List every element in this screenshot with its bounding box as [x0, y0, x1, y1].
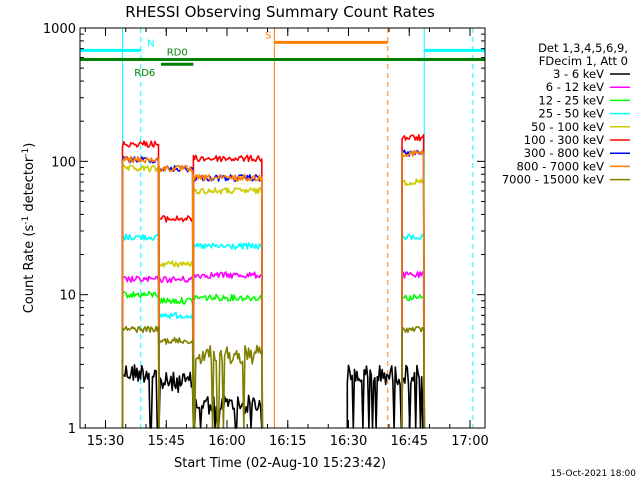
- series-2-segment-3: [401, 294, 426, 429]
- x-tick-label-6: 17:00: [451, 434, 488, 449]
- x-tick-label-1: 15:45: [148, 434, 185, 449]
- y-tick-label-1: 10: [59, 289, 76, 304]
- y-axis-label-sup1: -1: [21, 216, 31, 225]
- y-axis-label-part1: Count Rate (s: [22, 225, 37, 314]
- y-axis-label-part2: detector: [22, 156, 37, 216]
- series-4-segment-2: [192, 187, 264, 429]
- legend-label-3: 25 - 50 keV: [538, 107, 604, 121]
- flag-label-s: S: [265, 30, 271, 41]
- legend-label-0: 3 - 6 keV: [553, 67, 604, 81]
- x-tick-label-0: 15:30: [87, 434, 124, 449]
- series-3-segment-2: [192, 242, 264, 429]
- plot-frame: [79, 27, 486, 429]
- series-5-segment-2: [192, 154, 264, 429]
- series-1-segment-1: [158, 275, 195, 429]
- series-0-segment-1: [158, 371, 195, 429]
- series-5-segment-3: [401, 133, 426, 429]
- series-7-segment-2: [192, 174, 264, 429]
- flag-label-n: N: [147, 38, 154, 49]
- legend-label-8: 7000 - 15000 keV: [502, 173, 604, 187]
- x-tick-label-4: 16:30: [330, 434, 367, 449]
- series-8-segment-1: [158, 336, 195, 429]
- plot-area: N S RD0 RD6: [80, 28, 485, 429]
- series-7-segment-1: [158, 164, 195, 429]
- y-axis-label-part3: ): [22, 143, 37, 148]
- series-8-segment-0: [121, 325, 160, 429]
- series-5-segment-1: [158, 215, 195, 429]
- series-0-segment-2: [192, 394, 263, 429]
- series-7-segment-0: [121, 155, 160, 429]
- x-tick-label-5: 16:45: [391, 434, 428, 449]
- legend-label-1: 6 - 12 keV: [546, 80, 604, 94]
- chart-title: RHESSI Observing Summary Count Rates: [125, 3, 435, 21]
- series-0-segment-0: [121, 364, 160, 429]
- series-7-segment-3: [401, 149, 426, 429]
- series-8-segment-2: [192, 344, 264, 429]
- x-axis-label: Start Time (02-Aug-10 15:23:42): [174, 456, 386, 471]
- series-4-segment-1: [158, 260, 195, 429]
- y-tick-label-3: 1000: [43, 22, 76, 37]
- x-tick-label-2: 16:00: [208, 434, 245, 449]
- series-1-segment-0: [121, 275, 160, 429]
- series-3-segment-3: [401, 233, 426, 429]
- legend-header-line-2: FDecim 1, Att 0: [539, 54, 628, 68]
- series-5-segment-0: [121, 140, 160, 429]
- footer-date: 15-Oct-2021 18:00: [551, 469, 637, 479]
- legend-label-6: 300 - 800 keV: [524, 146, 604, 160]
- series-6-segment-1: [158, 165, 195, 429]
- series-1-segment-3: [401, 271, 426, 429]
- legend-label-7: 800 - 7000 keV: [516, 159, 604, 173]
- axes: 15:30 15:45 16:00 16:15 16:30 16:45 17:00 1 10 10…: [43, 22, 489, 449]
- flag-label-rd0: RD0: [167, 48, 188, 59]
- legend-label-4: 50 - 100 keV: [531, 120, 604, 134]
- series-1-segment-2: [192, 271, 264, 429]
- series-0-segment-3: [346, 364, 426, 429]
- series-8-segment-3: [401, 326, 426, 429]
- y-tick-label-2: 100: [51, 155, 76, 170]
- x-tick-label-3: 16:15: [269, 434, 306, 449]
- series-2-segment-2: [192, 293, 264, 429]
- series-2-segment-0: [121, 290, 160, 429]
- legend: Det 1,3,4,5,6,9, FDecim 1, Att 0 3 - 6 k…: [502, 41, 630, 187]
- y-axis-label: Count Rate (s-1 detector-1): [21, 143, 37, 314]
- legend-label-2: 12 - 25 keV: [538, 93, 604, 107]
- flag-label-rd6: RD6: [134, 68, 155, 79]
- series-4-segment-3: [401, 178, 426, 429]
- series-2-segment-1: [158, 296, 195, 429]
- y-axis-label-sup2: -1: [21, 148, 31, 157]
- y-tick-label-0: 1: [68, 422, 76, 437]
- legend-header-line-1: Det 1,3,4,5,6,9,: [538, 41, 628, 55]
- series-3-segment-1: [158, 311, 195, 429]
- series-4-segment-0: [121, 164, 160, 429]
- legend-label-5: 100 - 300 keV: [524, 133, 604, 147]
- series-3-segment-0: [121, 233, 160, 429]
